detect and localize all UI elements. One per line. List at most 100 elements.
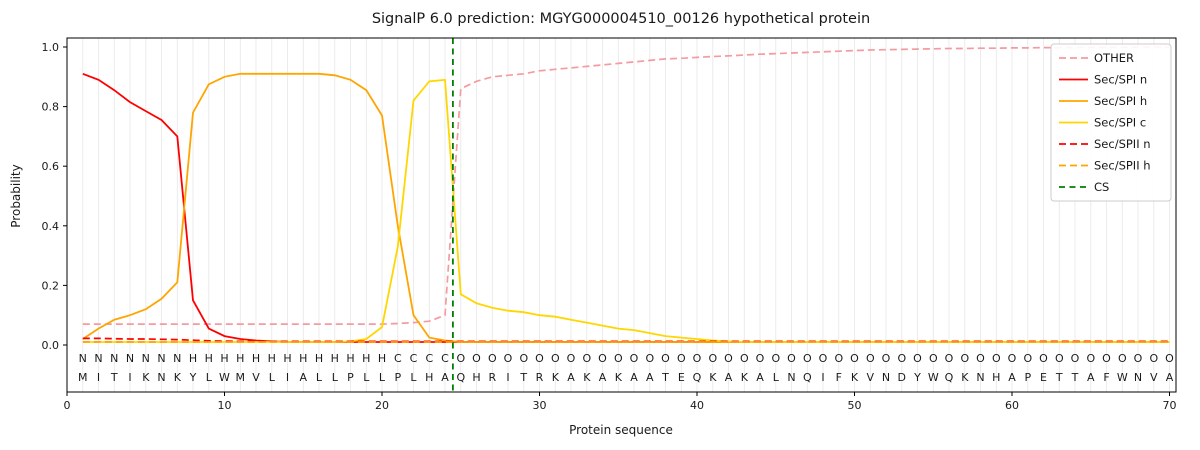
residue-letter: T — [110, 371, 118, 384]
region-label: O — [976, 352, 985, 365]
region-label: C — [394, 352, 402, 365]
region-label: N — [173, 352, 181, 365]
region-label: O — [724, 352, 733, 365]
region-label: O — [834, 352, 843, 365]
residue-letter: E — [678, 371, 685, 384]
region-label: O — [866, 352, 875, 365]
region-label: O — [992, 352, 1001, 365]
region-label: O — [787, 352, 796, 365]
residue-letter: V — [252, 371, 260, 384]
region-label: C — [410, 352, 418, 365]
residue-letter: I — [821, 371, 824, 384]
region-label: O — [882, 352, 891, 365]
residue-letter: A — [756, 371, 764, 384]
residue-letter: T — [661, 371, 669, 384]
region-label: N — [94, 352, 102, 365]
residue-letter: A — [300, 371, 308, 384]
x-tick-label: 40 — [690, 399, 704, 412]
series-line-sec-spi-n — [82, 72, 1170, 343]
y-tick-label: 0.6 — [42, 160, 60, 173]
region-label: C — [425, 352, 433, 365]
region-label: O — [630, 352, 639, 365]
region-label: H — [268, 352, 276, 365]
residue-letter: M — [78, 371, 88, 384]
residue-letter: V — [1150, 371, 1158, 384]
residue-letter: F — [1103, 371, 1109, 384]
y-tick-label: 1.0 — [42, 41, 60, 54]
residue-letter: L — [410, 371, 417, 384]
legend-entry-label: Sec/SPI c — [1094, 116, 1146, 130]
legend-entry-label: Sec/SPI n — [1094, 73, 1147, 87]
y-tick-label: 0.4 — [42, 220, 60, 233]
region-label: O — [803, 352, 812, 365]
series-line-sec-spi-h — [82, 72, 1170, 343]
legend-entry-label: CS — [1094, 180, 1109, 194]
region-label: O — [913, 352, 922, 365]
region-label: H — [236, 352, 244, 365]
region-label: H — [331, 352, 339, 365]
residue-letter: L — [269, 371, 276, 384]
region-label: O — [535, 352, 544, 365]
x-tick-label: 20 — [375, 399, 389, 412]
region-label: O — [567, 352, 576, 365]
region-label: O — [1149, 352, 1158, 365]
legend-box — [1050, 43, 1172, 202]
residue-letter: N — [1134, 371, 1142, 384]
residue-letter: Q — [693, 371, 702, 384]
residue-letter: L — [363, 371, 370, 384]
x-tick-label: 10 — [218, 399, 232, 412]
region-label: O — [677, 352, 686, 365]
region-label: O — [1102, 352, 1111, 365]
plot-area: 0 10 20 30 40 50 60 700.00.20.40.60.81.0NMNINTN… — [42, 37, 1177, 412]
region-label: N — [110, 352, 118, 365]
residue-letter: L — [206, 371, 213, 384]
residue-letter: K — [961, 371, 969, 384]
region-label: O — [645, 352, 654, 365]
region-label: H — [189, 352, 197, 365]
residue-letter: I — [506, 371, 509, 384]
region-label: H — [220, 352, 228, 365]
region-label: O — [740, 352, 749, 365]
residue-letter: A — [1087, 371, 1095, 384]
region-label: O — [488, 352, 497, 365]
residue-letter: A — [725, 371, 733, 384]
chart-title: SignalP 6.0 prediction: MGYG000004510_00… — [372, 11, 870, 27]
residue-letter: K — [615, 371, 623, 384]
residue-letter: L — [379, 371, 386, 384]
residue-letter: W — [219, 371, 230, 384]
residue-letter: P — [394, 371, 401, 384]
region-label: O — [598, 352, 607, 365]
region-label: O — [661, 352, 670, 365]
region-label: O — [819, 352, 828, 365]
x-tick-label: 70 — [1163, 399, 1177, 412]
region-label: O — [960, 352, 969, 365]
residue-letter: V — [867, 371, 875, 384]
residue-letter: N — [976, 371, 984, 384]
region-label: O — [1071, 352, 1080, 365]
region-label: O — [614, 352, 623, 365]
region-label: O — [897, 352, 906, 365]
residue-letter: K — [552, 371, 560, 384]
residue-letter: I — [286, 371, 289, 384]
region-label: O — [945, 352, 954, 365]
x-tick-label: 30 — [533, 399, 547, 412]
residue-letter: A — [630, 371, 638, 384]
residue-letter: N — [787, 371, 795, 384]
residue-letter: T — [1071, 371, 1079, 384]
residue-letter: T — [519, 371, 527, 384]
residue-letter: A — [567, 371, 575, 384]
residue-letter: W — [928, 371, 939, 384]
residue-letter: Y — [913, 371, 921, 384]
legend-entry-label: Sec/SPII h — [1094, 159, 1151, 173]
residue-letter: H — [425, 371, 433, 384]
region-label: N — [126, 352, 134, 365]
region-label: H — [346, 352, 354, 365]
residue-letter: L — [316, 371, 323, 384]
series-line-other — [82, 46, 1170, 325]
region-label: N — [157, 352, 165, 365]
residue-letter: I — [128, 371, 131, 384]
legend-entry-label: Sec/SPI h — [1094, 94, 1147, 108]
region-label: O — [771, 352, 780, 365]
legend-entry-label: Sec/SPII n — [1094, 137, 1151, 151]
